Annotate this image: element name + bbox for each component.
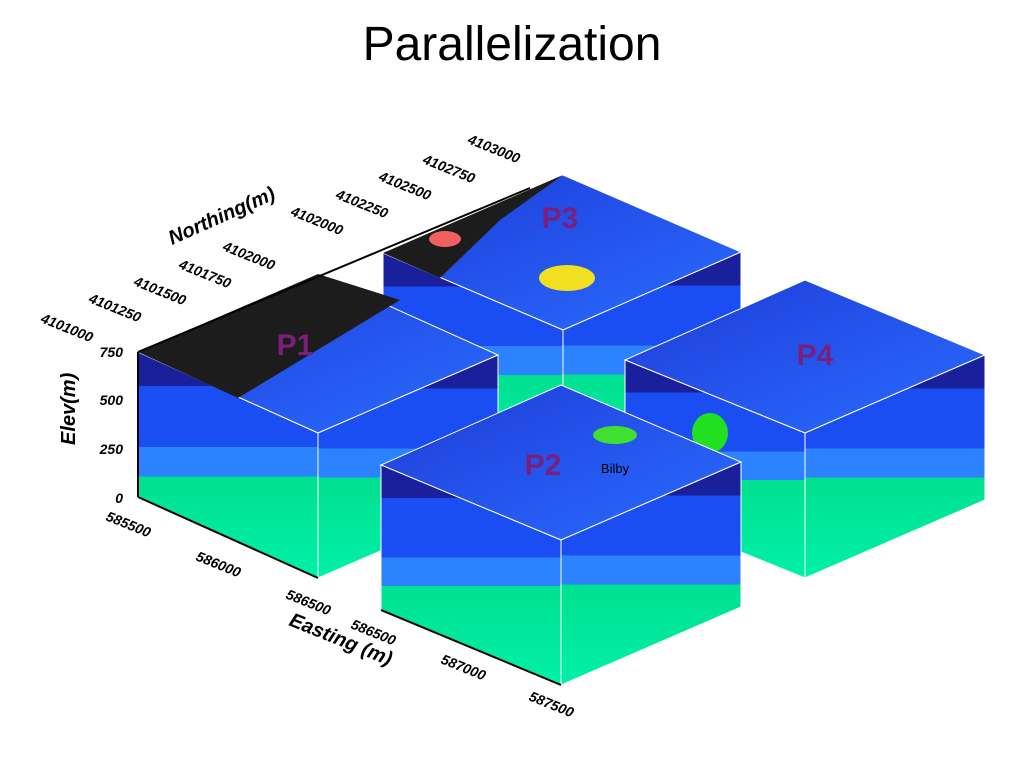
northing-tick-label: 4102750 bbox=[420, 151, 478, 187]
blocks bbox=[136, 174, 987, 686]
block bbox=[379, 384, 743, 686]
well-label: Bilby bbox=[601, 461, 630, 476]
northing-axis-label: Northing(m) bbox=[165, 183, 279, 250]
shadow-region bbox=[138, 274, 400, 398]
northing-tick-label: 4101750 bbox=[176, 256, 234, 292]
easting-tick-label: 587500 bbox=[527, 688, 577, 720]
northing-tick-label: 4102000 bbox=[288, 203, 346, 239]
northing-tick-label: 4102250 bbox=[333, 186, 391, 222]
elev-tick-label: 500 bbox=[100, 392, 124, 408]
block-label: P3 bbox=[542, 202, 579, 235]
slide-title: Parallelization bbox=[363, 18, 662, 71]
elev-tick-label: 250 bbox=[99, 441, 124, 457]
block-label: P4 bbox=[797, 339, 834, 372]
northing-axis bbox=[137, 187, 531, 353]
block-label: P2 bbox=[525, 449, 562, 482]
easting-tick-label: 587000 bbox=[439, 651, 489, 683]
northing-tick-label: 4101250 bbox=[86, 290, 144, 326]
elev-axis-label: Elev(m) bbox=[58, 372, 80, 445]
northing-tick-label: 4101000 bbox=[38, 310, 96, 346]
northing-tick-label: 4102000 bbox=[220, 238, 278, 274]
elev-tick-label: 750 bbox=[100, 344, 124, 360]
anomaly bbox=[539, 265, 595, 291]
easting-tick-label: 586000 bbox=[194, 548, 244, 580]
easting-tick-label: 585500 bbox=[104, 508, 154, 540]
anomaly bbox=[429, 231, 461, 247]
northing-tick-label: 4103000 bbox=[465, 131, 523, 167]
northing-tick-label: 4102500 bbox=[376, 168, 434, 204]
northing-tick-label: 4101500 bbox=[131, 273, 189, 309]
anomaly bbox=[593, 426, 637, 444]
shadow-region bbox=[383, 175, 563, 278]
easting-axis bbox=[380, 609, 562, 686]
easting-axis bbox=[137, 496, 319, 579]
block-label: P1 bbox=[277, 329, 314, 362]
elev-tick-label: 0 bbox=[115, 490, 123, 506]
block-right-face bbox=[804, 354, 986, 579]
block bbox=[136, 273, 500, 579]
anomaly bbox=[692, 413, 728, 453]
block-right-face bbox=[560, 461, 742, 686]
easting-tick-label: 586500 bbox=[284, 586, 334, 618]
